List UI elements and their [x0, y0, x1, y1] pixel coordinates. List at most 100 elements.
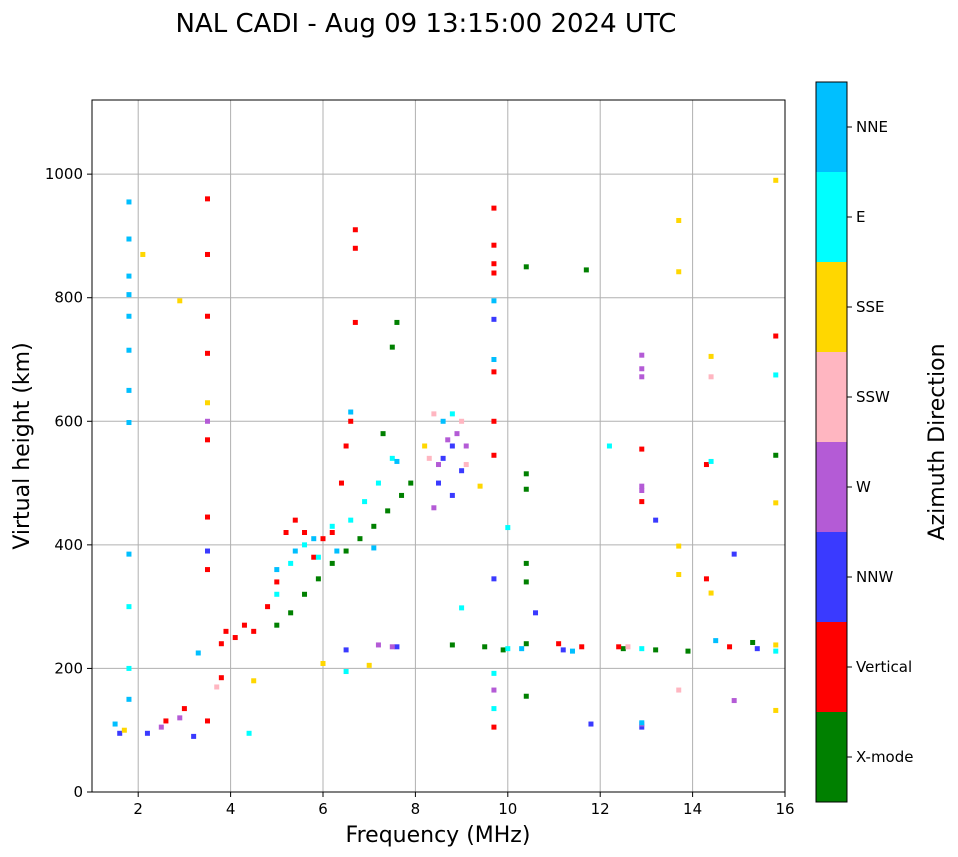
x-tick-label: 14: [683, 800, 702, 818]
data-point-nne: [348, 409, 354, 415]
data-point-vertical: [163, 718, 169, 724]
data-point-nnw: [449, 443, 455, 449]
data-point-vertical: [352, 319, 358, 325]
colorbar: X-mode Vertical NNW W SSW SSE E NNE: [815, 81, 913, 803]
data-point-e: [773, 648, 779, 654]
data-point-sse: [177, 298, 183, 304]
colorbar-swatch: [816, 442, 847, 532]
data-point-ssw: [463, 462, 469, 468]
data-point-e: [505, 525, 511, 531]
data-point-nnw: [394, 644, 400, 650]
data-point-vertical: [311, 554, 317, 560]
data-point-e: [773, 372, 779, 378]
data-point-nne: [440, 418, 446, 424]
data-point-e: [606, 443, 612, 449]
colorbar-tick-label: NNW: [856, 568, 893, 586]
data-point-sse: [773, 177, 779, 183]
colorbar-swatch: [816, 262, 847, 352]
data-point-vertical: [205, 437, 210, 443]
data-point-vertical: [639, 446, 645, 452]
data-point-vertical: [265, 604, 271, 610]
data-point-sse: [366, 662, 372, 668]
data-point-vertical: [556, 641, 562, 647]
data-point-vertical: [218, 641, 224, 647]
data-point-sse: [708, 353, 714, 359]
colorbar-label: Azimuth Direction: [925, 343, 950, 540]
data-point-sse: [773, 642, 779, 648]
data-point-sse: [251, 678, 257, 684]
data-point-x-mode: [315, 576, 321, 582]
data-point-nne: [491, 298, 497, 304]
y-tick-label: 0: [73, 783, 83, 801]
x-tick-label: 8: [411, 800, 421, 818]
data-point-e: [505, 646, 511, 652]
data-point-vertical: [205, 196, 210, 202]
data-point-ssw: [214, 684, 220, 690]
data-point-nne: [126, 420, 132, 426]
data-point-x-mode: [523, 471, 529, 477]
data-point-nne: [371, 545, 377, 551]
data-point-vertical: [343, 443, 349, 449]
data-point-vertical: [639, 499, 645, 505]
data-point-x-mode: [523, 641, 529, 647]
plot-area: [91, 99, 786, 793]
data-point-nnw: [191, 733, 197, 739]
data-point-nnw: [588, 721, 594, 727]
data-point-x-mode: [274, 622, 280, 628]
data-point-sse: [205, 400, 210, 406]
data-point-e: [246, 730, 252, 736]
colorbar-tick-label: SSE: [856, 298, 885, 316]
data-point-sse: [676, 269, 682, 275]
data-point-nne: [126, 273, 132, 279]
x-tick-label: 6: [318, 800, 328, 818]
colorbar-frame: [815, 81, 848, 803]
data-point-ssw: [708, 374, 714, 380]
data-point-nne: [311, 536, 317, 542]
data-point-sse: [773, 500, 779, 506]
data-point-nne: [195, 650, 201, 656]
data-point-nnw: [436, 480, 441, 486]
data-point-nnw: [491, 316, 497, 322]
data-point-e: [126, 665, 132, 671]
data-point-x-mode: [399, 492, 405, 498]
data-point-sse: [676, 572, 682, 578]
data-point-w: [454, 431, 460, 437]
data-point-x-mode: [583, 267, 589, 273]
x-axis-label: Frequency (MHz): [346, 823, 531, 848]
data-point-nne: [112, 721, 118, 727]
data-point-x-mode: [357, 536, 363, 542]
data-point-e: [491, 706, 497, 712]
data-points: [112, 177, 779, 739]
data-point-e: [288, 560, 294, 566]
y-tick-label: 800: [54, 289, 83, 307]
data-point-w: [445, 437, 451, 443]
data-point-x-mode: [773, 452, 779, 458]
data-point-vertical: [205, 350, 210, 356]
data-point-x-mode: [500, 647, 506, 653]
x-tick-label: 12: [591, 800, 610, 818]
data-point-nne: [126, 292, 132, 298]
colorbar-swatch: [816, 712, 847, 802]
data-point-vertical: [320, 536, 326, 542]
data-point-x-mode: [302, 591, 308, 597]
data-point-nne: [292, 548, 298, 554]
data-point-ssw: [676, 687, 682, 693]
colorbar-tick-label: Vertical: [856, 658, 912, 676]
data-point-x-mode: [288, 610, 294, 616]
data-point-nne: [394, 458, 400, 464]
data-point-w: [731, 698, 737, 704]
colorbar-swatch: [816, 82, 847, 172]
data-point-vertical: [302, 530, 308, 535]
data-point-nnw: [449, 492, 455, 498]
data-point-w: [177, 715, 183, 721]
data-point-nnw: [731, 551, 737, 557]
data-point-e: [459, 605, 465, 611]
data-point-nne: [639, 720, 645, 726]
data-point-ssw: [431, 411, 437, 417]
data-point-x-mode: [750, 639, 756, 645]
data-point-x-mode: [449, 642, 455, 648]
data-point-e: [449, 411, 455, 417]
data-point-nne: [126, 551, 132, 557]
data-point-nne: [519, 646, 525, 652]
x-tick-label: 2: [133, 800, 143, 818]
